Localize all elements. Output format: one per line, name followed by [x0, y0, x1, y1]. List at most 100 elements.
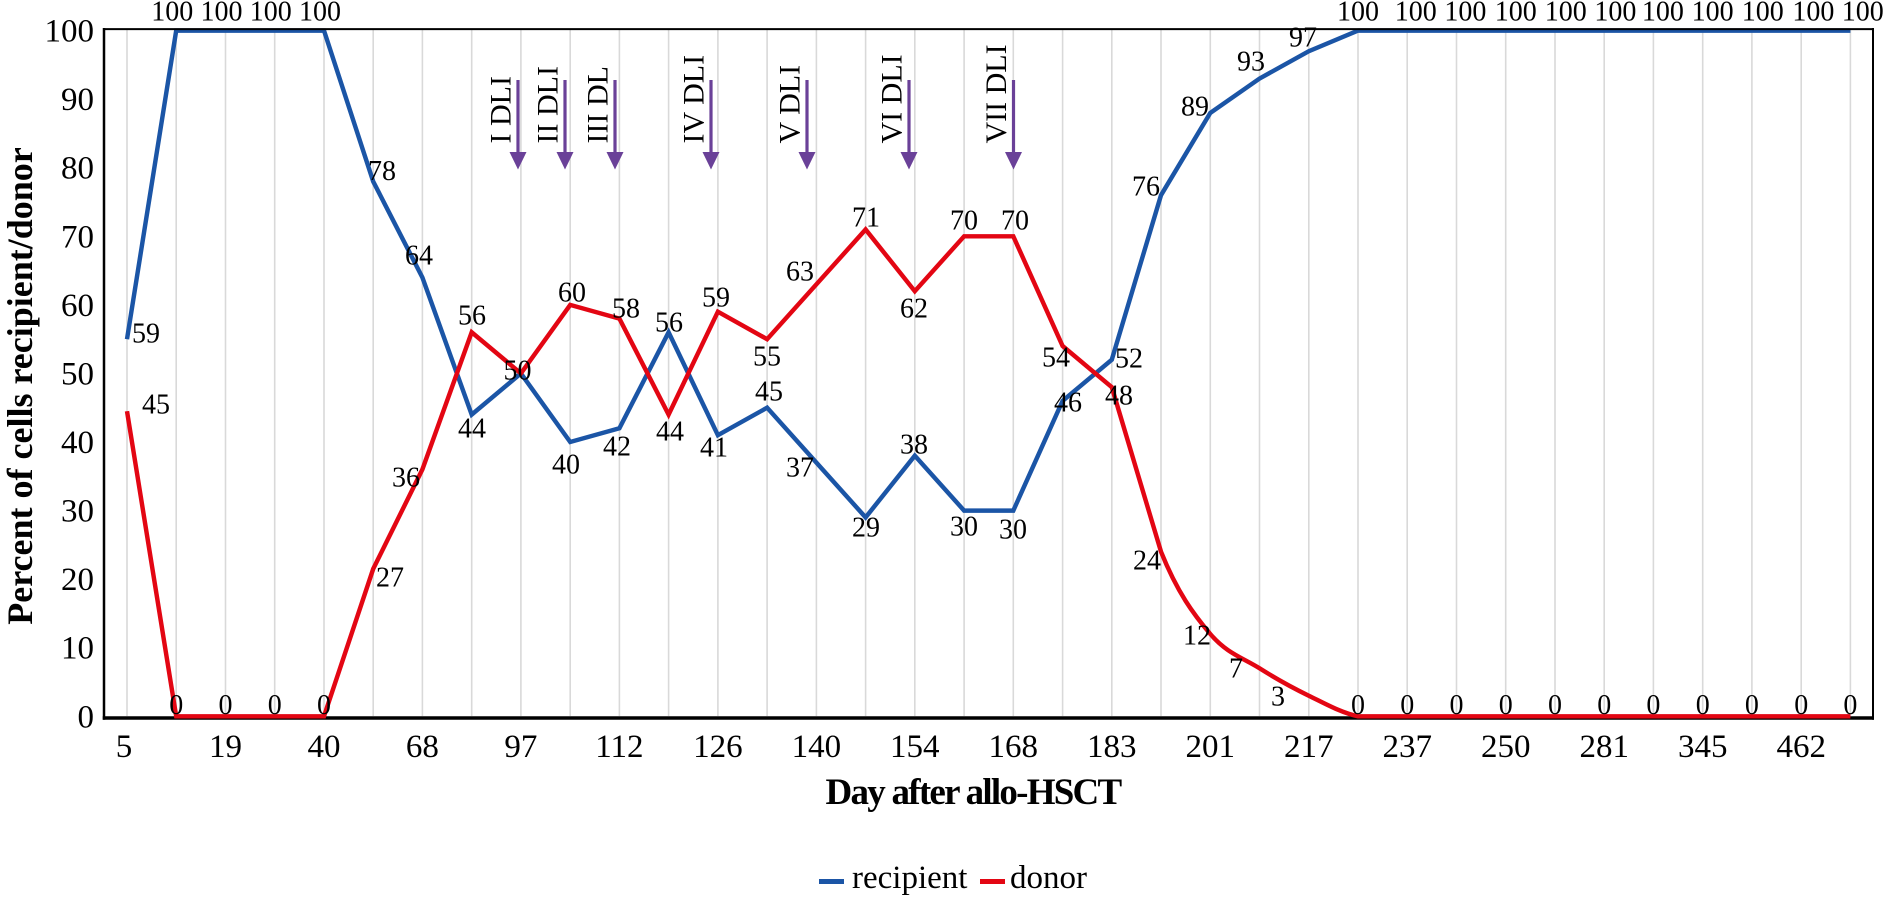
svg-text:24: 24 — [1133, 545, 1161, 576]
svg-text:70: 70 — [61, 219, 94, 255]
svg-text:112: 112 — [595, 729, 643, 765]
svg-text:100: 100 — [151, 0, 193, 27]
svg-text:100: 100 — [1545, 0, 1587, 27]
svg-text:201: 201 — [1186, 729, 1236, 765]
svg-text:50: 50 — [61, 356, 94, 392]
svg-text:3: 3 — [1271, 681, 1285, 712]
svg-text:60: 60 — [61, 288, 94, 324]
svg-text:VI DLI: VI DLI — [876, 54, 909, 143]
svg-text:59: 59 — [132, 318, 160, 349]
svg-text:36: 36 — [392, 462, 420, 493]
svg-text:0: 0 — [1597, 690, 1611, 721]
svg-text:0: 0 — [1646, 690, 1660, 721]
svg-text:281: 281 — [1579, 729, 1629, 765]
svg-text:100: 100 — [1642, 0, 1684, 27]
svg-text:Percent of cells recipient/don: Percent of cells recipient/donor — [0, 147, 40, 625]
svg-text:62: 62 — [900, 293, 928, 324]
svg-text:0: 0 — [268, 690, 282, 721]
svg-text:68: 68 — [406, 729, 439, 765]
svg-text:5: 5 — [116, 729, 133, 765]
svg-text:76: 76 — [1132, 171, 1160, 202]
svg-text:30: 30 — [950, 511, 978, 542]
svg-text:0: 0 — [1745, 690, 1759, 721]
svg-text:recipient: recipient — [852, 860, 967, 896]
svg-text:100: 100 — [1395, 0, 1437, 27]
svg-text:59: 59 — [702, 282, 730, 313]
svg-text:100: 100 — [1742, 0, 1784, 27]
svg-text:90: 90 — [61, 82, 94, 118]
svg-text:100: 100 — [299, 0, 341, 27]
svg-text:126: 126 — [693, 729, 743, 765]
svg-text:345: 345 — [1678, 729, 1728, 765]
svg-text:0: 0 — [1400, 690, 1414, 721]
svg-text:71: 71 — [852, 202, 880, 233]
svg-text:100: 100 — [250, 0, 292, 27]
svg-text:Day after allo-HSCT: Day after allo-HSCT — [826, 772, 1123, 813]
svg-text:89: 89 — [1181, 91, 1209, 122]
svg-text:56: 56 — [655, 307, 683, 338]
svg-text:30: 30 — [61, 494, 94, 530]
svg-text:40: 40 — [61, 425, 94, 461]
svg-text:56: 56 — [458, 300, 486, 331]
svg-text:27: 27 — [376, 562, 404, 593]
svg-text:38: 38 — [900, 429, 928, 460]
svg-text:44: 44 — [458, 413, 486, 444]
svg-text:0: 0 — [219, 690, 233, 721]
svg-text:100: 100 — [1792, 0, 1834, 27]
svg-text:29: 29 — [852, 512, 880, 543]
svg-text:100: 100 — [45, 14, 95, 50]
svg-text:0: 0 — [169, 690, 183, 721]
svg-text:42: 42 — [603, 431, 631, 462]
svg-text:100: 100 — [1692, 0, 1734, 27]
svg-text:0: 0 — [1794, 690, 1808, 721]
svg-text:64: 64 — [405, 240, 433, 271]
svg-text:55: 55 — [753, 341, 781, 372]
svg-text:40: 40 — [308, 729, 341, 765]
svg-text:58: 58 — [612, 293, 640, 324]
svg-text:45: 45 — [142, 389, 170, 420]
svg-text:37: 37 — [786, 452, 814, 483]
svg-text:80: 80 — [61, 151, 94, 187]
svg-text:462: 462 — [1776, 729, 1826, 765]
svg-text:donor: donor — [1010, 860, 1087, 896]
svg-text:46: 46 — [1054, 387, 1082, 418]
svg-text:IV DLI: IV DLI — [678, 55, 711, 144]
svg-text:40: 40 — [552, 449, 580, 480]
svg-text:V DLI: V DLI — [774, 65, 807, 144]
svg-text:0: 0 — [1548, 690, 1562, 721]
svg-text:0: 0 — [1696, 690, 1710, 721]
svg-text:93: 93 — [1237, 46, 1265, 77]
svg-text:100: 100 — [1444, 0, 1486, 27]
svg-text:0: 0 — [1351, 690, 1365, 721]
svg-text:54: 54 — [1042, 342, 1070, 373]
svg-text:19: 19 — [209, 729, 242, 765]
svg-text:97: 97 — [504, 729, 537, 765]
svg-text:70: 70 — [950, 205, 978, 236]
svg-text:168: 168 — [989, 729, 1039, 765]
svg-text:140: 140 — [792, 729, 842, 765]
svg-text:63: 63 — [786, 256, 814, 287]
svg-text:48: 48 — [1105, 380, 1133, 411]
svg-text:20: 20 — [61, 562, 94, 598]
svg-text:I DLI: I DLI — [485, 76, 518, 143]
svg-text:100: 100 — [1842, 0, 1884, 27]
svg-text:100: 100 — [1337, 0, 1379, 27]
svg-text:0: 0 — [1843, 690, 1857, 721]
svg-text:0: 0 — [1499, 690, 1513, 721]
svg-text:217: 217 — [1284, 729, 1334, 765]
svg-text:60: 60 — [558, 277, 586, 308]
svg-text:183: 183 — [1087, 729, 1137, 765]
svg-text:7: 7 — [1229, 653, 1243, 684]
svg-text:II DLI: II DLI — [532, 66, 565, 143]
svg-text:VII DLI: VII DLI — [980, 44, 1013, 143]
svg-text:30: 30 — [999, 514, 1027, 545]
svg-text:0: 0 — [1450, 690, 1464, 721]
svg-text:100: 100 — [1594, 0, 1636, 27]
svg-text:III DL: III DL — [582, 66, 615, 143]
svg-text:100: 100 — [1495, 0, 1537, 27]
svg-text:250: 250 — [1481, 729, 1531, 765]
svg-text:154: 154 — [890, 729, 940, 765]
svg-text:45: 45 — [755, 376, 783, 407]
svg-text:78: 78 — [368, 156, 396, 187]
svg-text:97: 97 — [1289, 22, 1317, 53]
